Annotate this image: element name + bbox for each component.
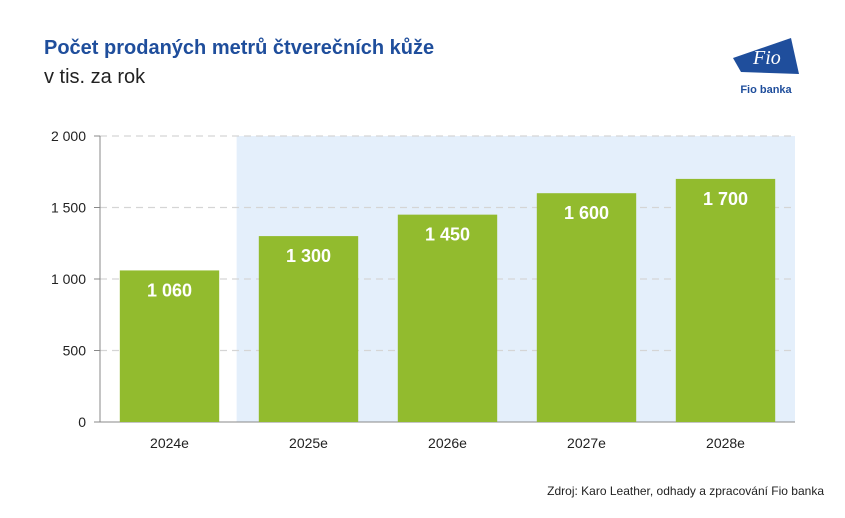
- fio-logo-name: Fio banka: [740, 84, 792, 96]
- bar-value-label: 1 600: [564, 203, 609, 223]
- x-tick-label: 2025e: [289, 435, 328, 451]
- fio-logo: Fio Fio banka: [733, 36, 813, 102]
- x-tick-label: 2028e: [706, 435, 745, 451]
- bar-value-label: 1 060: [147, 280, 192, 300]
- x-tick-label: 2027e: [567, 435, 606, 451]
- chart-subtitle: v tis. za rok: [44, 66, 146, 88]
- bar-value-label: 1 300: [286, 246, 331, 266]
- y-tick-label: 2 000: [51, 128, 86, 144]
- bar: [258, 236, 359, 422]
- bar: [675, 178, 776, 422]
- fio-logo-mark: Fio: [733, 38, 799, 74]
- chart-title: Počet prodaných metrů čtverečních kůže: [44, 37, 435, 59]
- bar: [536, 193, 637, 422]
- bar-value-label: 1 700: [703, 189, 748, 209]
- bar: [119, 270, 220, 422]
- fio-logo-mark-text: Fio: [752, 47, 781, 69]
- x-tick-label: 2026e: [428, 435, 467, 451]
- y-tick-label: 1 000: [51, 271, 86, 287]
- source-note: Zdroj: Karo Leather, odhady a zpracování…: [547, 484, 824, 498]
- bar-value-label: 1 450: [425, 225, 470, 245]
- y-tick-label: 1 500: [51, 200, 86, 216]
- bar: [397, 214, 498, 422]
- y-tick-label: 500: [63, 343, 87, 359]
- y-tick-label: 0: [78, 414, 86, 430]
- x-tick-label: 2024e: [150, 435, 189, 451]
